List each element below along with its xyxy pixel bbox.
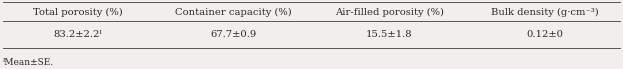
Text: Bulk density (g·cm⁻³): Bulk density (g·cm⁻³) [492, 8, 599, 17]
Text: Container capacity (%): Container capacity (%) [175, 8, 292, 17]
Text: ᴵMean±SE.: ᴵMean±SE. [3, 58, 54, 67]
Text: Total porosity (%): Total porosity (%) [33, 8, 123, 17]
Text: 83.2±2.2ᴵ: 83.2±2.2ᴵ [54, 30, 102, 39]
Text: 67.7±0.9: 67.7±0.9 [211, 30, 257, 39]
Text: Air-filled porosity (%): Air-filled porosity (%) [335, 8, 444, 17]
Text: 0.12±0: 0.12±0 [526, 30, 564, 39]
Text: 15.5±1.8: 15.5±1.8 [366, 30, 412, 39]
